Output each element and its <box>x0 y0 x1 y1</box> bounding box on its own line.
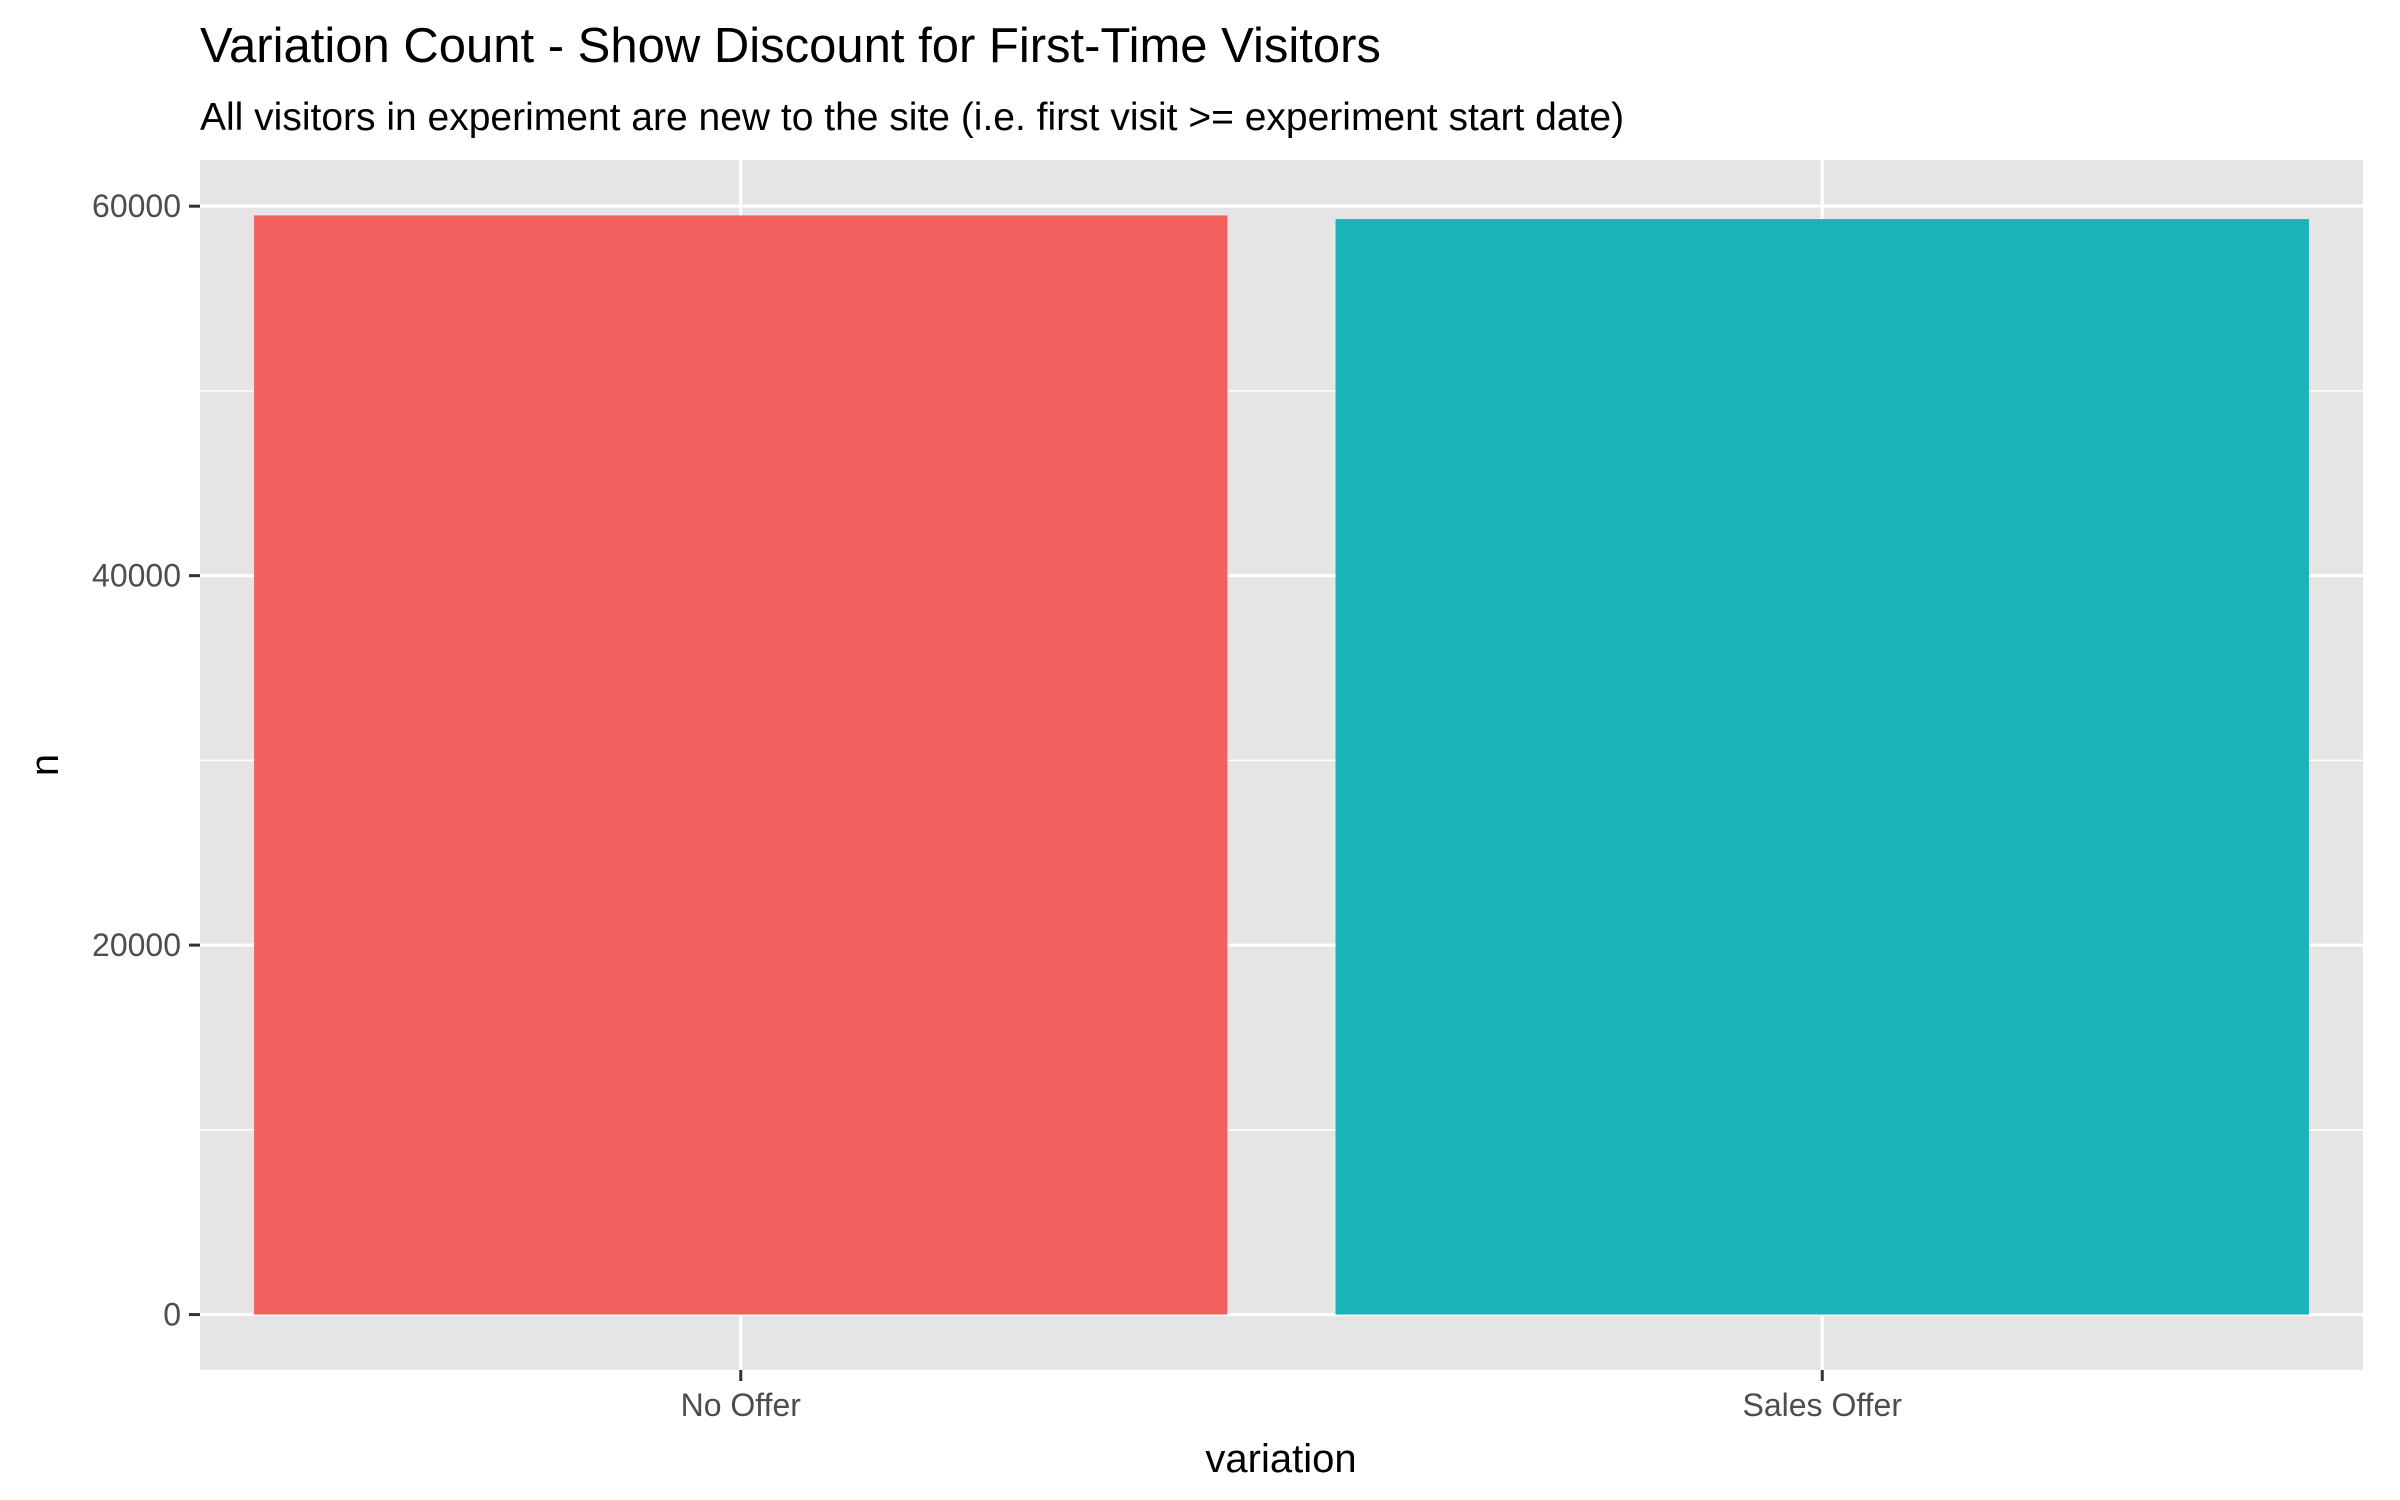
x-axis-title: variation <box>1205 1437 1356 1481</box>
bar-sales-offer <box>1335 219 2309 1315</box>
chart-subtitle: All visitors in experiment are new to th… <box>200 96 1624 139</box>
bar-no-offer <box>254 215 1228 1315</box>
y-tick-label: 20000 <box>92 927 181 963</box>
y-tick-label: 40000 <box>92 558 181 594</box>
y-tick-label: 0 <box>163 1297 181 1333</box>
y-axis: 0 20000 40000 60000 <box>92 188 200 1333</box>
x-tick-label: No Offer <box>681 1387 802 1423</box>
x-tick-label: Sales Offer <box>1743 1387 1903 1423</box>
chart-title: Variation Count - Show Discount for Firs… <box>200 19 1381 73</box>
bars <box>254 215 2309 1315</box>
x-axis: No Offer Sales Offer <box>681 1370 1903 1423</box>
y-axis-title: n <box>23 754 67 776</box>
y-tick-label: 60000 <box>92 188 181 224</box>
